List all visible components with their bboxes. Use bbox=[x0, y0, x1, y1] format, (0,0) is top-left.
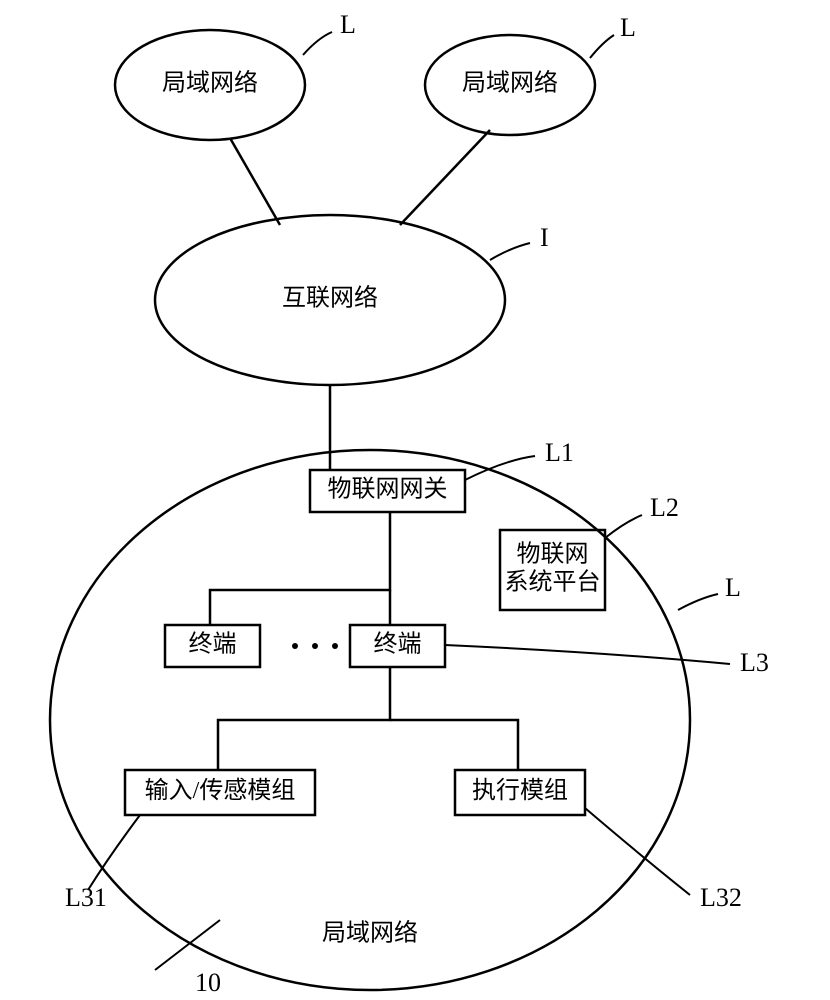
leader-I bbox=[490, 243, 530, 260]
label-I: I bbox=[540, 223, 549, 252]
ellipsis-dot-0 bbox=[292, 643, 298, 649]
label-L_big: L bbox=[725, 573, 741, 602]
label-L3: L3 bbox=[740, 648, 769, 677]
platform-text-0: 物联网 bbox=[517, 541, 589, 568]
lan_top_right-text: 局域网络 bbox=[462, 70, 558, 97]
internet-text: 互联网络 bbox=[282, 285, 378, 312]
label-L32: L32 bbox=[700, 883, 742, 912]
leader-L1 bbox=[465, 456, 535, 480]
leader-L_big bbox=[678, 594, 718, 610]
connector-0 bbox=[230, 138, 280, 225]
connector-5 bbox=[218, 667, 390, 770]
leader-L2 bbox=[605, 515, 642, 538]
label-L31: L31 bbox=[65, 883, 107, 912]
label-L1: L1 bbox=[545, 438, 574, 467]
label-L_top_left: L bbox=[340, 10, 356, 39]
leader-L_top_right bbox=[590, 35, 614, 58]
terminal2-text-0: 终端 bbox=[374, 631, 422, 658]
leader-L31 bbox=[88, 815, 140, 890]
exec-text-0: 执行模组 bbox=[472, 777, 568, 804]
sensor-text-0: 输入/传感模组 bbox=[145, 777, 296, 804]
connector-1 bbox=[400, 130, 490, 225]
label-L2: L2 bbox=[650, 493, 679, 522]
leader-L_top_left bbox=[303, 32, 332, 55]
leader-L3 bbox=[445, 645, 730, 664]
lan_big-text: 局域网络 bbox=[322, 920, 418, 947]
platform-text-1: 系统平台 bbox=[505, 569, 601, 596]
label-L_top_right: L bbox=[620, 13, 636, 42]
label-10: 10 bbox=[195, 968, 221, 997]
lan_top_left-text: 局域网络 bbox=[162, 70, 258, 97]
leader-L32 bbox=[585, 808, 690, 895]
gateway-text-0: 物联网网关 bbox=[328, 476, 448, 503]
terminal1-text-0: 终端 bbox=[189, 631, 237, 658]
connector-6 bbox=[390, 720, 518, 770]
connector-3 bbox=[210, 512, 390, 625]
ellipsis-dot-2 bbox=[332, 643, 338, 649]
ellipsis-dot-1 bbox=[312, 643, 318, 649]
